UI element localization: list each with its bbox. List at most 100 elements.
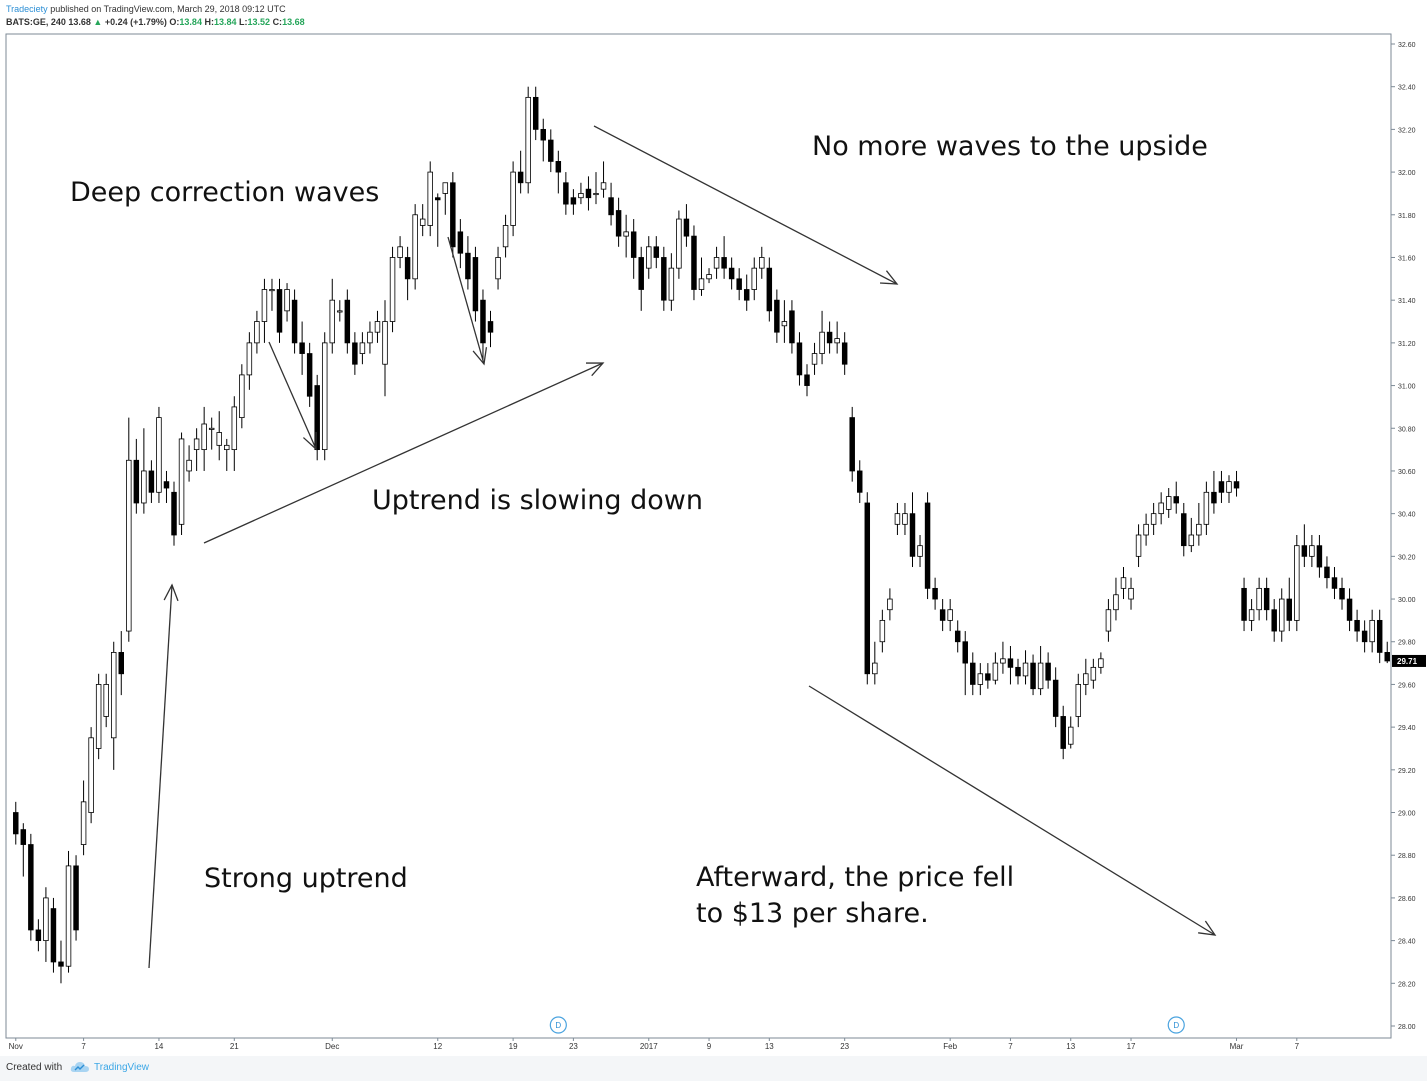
candle-body[interactable] [1241, 587, 1247, 621]
candle-body[interactable] [208, 427, 215, 430]
candle-body[interactable] [834, 338, 840, 344]
candle-body[interactable] [962, 641, 968, 664]
candle-body[interactable] [65, 865, 72, 967]
candle-body[interactable] [148, 470, 155, 493]
candle-body[interactable] [73, 865, 79, 931]
candle-body[interactable] [992, 662, 999, 681]
candle-body[interactable] [216, 432, 222, 446]
candle-body[interactable] [1278, 598, 1285, 632]
candle-body[interactable] [555, 161, 562, 173]
candle-body[interactable] [352, 342, 358, 365]
candle-body[interactable] [1083, 673, 1089, 685]
candle-body[interactable] [1203, 491, 1210, 525]
candle-body[interactable] [826, 331, 833, 344]
dividend-marker[interactable] [1167, 1016, 1185, 1034]
candle-body[interactable] [751, 267, 757, 290]
candle-body[interactable] [1075, 684, 1082, 717]
candle-body[interactable] [382, 321, 388, 365]
candle-body[interactable] [404, 257, 411, 280]
candle-body[interactable] [412, 214, 418, 280]
candle-body[interactable] [1022, 662, 1029, 677]
candle-body[interactable] [698, 278, 705, 290]
candle-body[interactable] [1090, 666, 1097, 681]
candle-body[interactable] [186, 459, 192, 472]
candle-body[interactable] [163, 481, 170, 489]
candle-body[interactable] [600, 182, 607, 190]
candle-body[interactable] [435, 197, 441, 201]
candle-body[interactable] [736, 278, 742, 290]
candle-body[interactable] [43, 897, 49, 942]
candle-body[interactable] [276, 289, 283, 333]
candle-body[interactable] [924, 502, 931, 589]
candle-body[interactable] [239, 374, 245, 418]
candle-body[interactable] [789, 310, 795, 344]
candle-body[interactable] [1060, 716, 1066, 749]
candle-body[interactable] [261, 289, 268, 322]
candle-body[interactable] [126, 459, 132, 632]
candle-body[interactable] [1105, 609, 1112, 632]
candle-body[interactable] [397, 246, 403, 258]
candle-body[interactable] [1218, 481, 1225, 493]
candle-body[interactable] [1301, 545, 1308, 557]
candle-body[interactable] [80, 801, 87, 845]
candle-body[interactable] [517, 171, 524, 184]
candle-body[interactable] [231, 406, 238, 451]
candle-body[interactable] [1196, 523, 1202, 536]
candle-body[interactable] [804, 374, 810, 386]
candle-body[interactable] [1286, 598, 1293, 621]
candle-body[interactable] [1339, 587, 1345, 600]
candle-body[interactable] [1294, 545, 1300, 621]
candle-body[interactable] [1030, 662, 1036, 690]
author-link[interactable]: Tradeciety [6, 4, 48, 14]
candle-body[interactable] [427, 171, 433, 226]
candle-body[interactable] [110, 652, 117, 739]
candle-body[interactable] [570, 197, 577, 205]
candle-body[interactable] [970, 662, 976, 685]
candle-body[interactable] [1015, 666, 1021, 677]
candle-body[interactable] [1248, 609, 1255, 621]
candle-body[interactable] [502, 225, 509, 248]
candle-body[interactable] [465, 252, 471, 280]
candle-body[interactable] [593, 193, 599, 196]
candle-body[interactable] [1331, 577, 1338, 589]
candle-body[interactable] [254, 321, 260, 344]
candle-body[interactable] [141, 470, 147, 504]
candle-body[interactable] [487, 321, 494, 333]
candle-body[interactable] [548, 139, 554, 162]
candle-body[interactable] [887, 598, 893, 611]
candle-body[interactable] [472, 257, 479, 312]
candle-body[interactable] [1316, 545, 1323, 568]
candle-body[interactable] [495, 257, 501, 280]
candle-body[interactable] [88, 737, 94, 813]
candle-body[interactable] [20, 829, 27, 845]
candle-body[interactable] [525, 96, 531, 184]
candle-body[interactable] [894, 513, 901, 525]
candle-body[interactable] [630, 231, 637, 258]
candle-body[interactable] [939, 609, 946, 621]
candle-body[interactable] [713, 257, 720, 269]
candle-body[interactable] [178, 438, 185, 525]
candle-body[interactable] [532, 96, 539, 130]
candle-body[interactable] [1007, 658, 1014, 668]
candle-body[interactable] [246, 342, 253, 376]
candle-body[interactable] [314, 385, 320, 451]
candle-body[interactable] [954, 630, 961, 643]
candle-body[interactable] [269, 289, 275, 292]
candle-body[interactable] [766, 267, 773, 312]
tradingview-link[interactable]: TradingView [94, 1062, 150, 1073]
candle-body[interactable] [947, 609, 953, 621]
candle-body[interactable] [50, 908, 57, 963]
candle-body[interactable] [623, 231, 629, 237]
candle-body[interactable] [841, 342, 848, 365]
candle-body[interactable] [118, 652, 125, 675]
candle-body[interactable] [1263, 587, 1270, 611]
candle-body[interactable] [774, 299, 780, 333]
candle-body[interactable] [1113, 594, 1119, 611]
candle-body[interactable] [201, 423, 207, 451]
candle-body[interactable] [661, 257, 667, 301]
candle-body[interactable] [1233, 481, 1240, 489]
candle-body[interactable] [1037, 662, 1044, 690]
candle-body[interactable] [653, 246, 660, 258]
candle-body[interactable] [1135, 534, 1142, 557]
candle-body[interactable] [608, 197, 614, 216]
